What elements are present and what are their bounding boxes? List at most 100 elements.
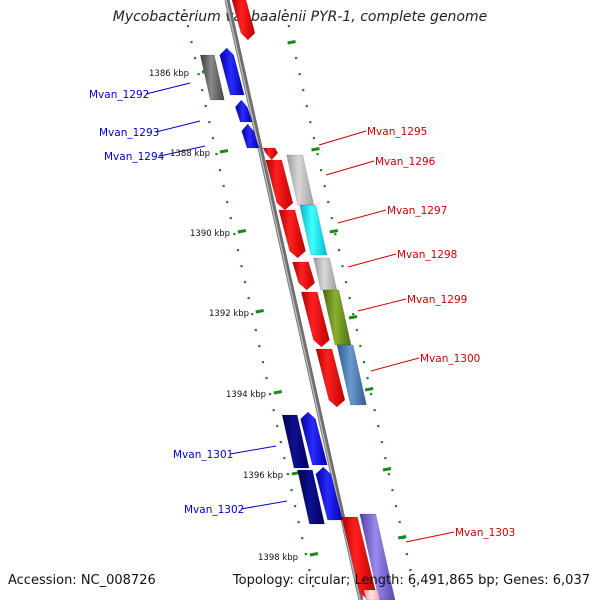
gene-arrow-forward — [235, 99, 253, 123]
label-connectors — [145, 82, 455, 543]
tick-label: 1394 kbp — [226, 390, 266, 400]
ruler-dot — [297, 521, 300, 524]
label-connector — [155, 120, 201, 133]
ruler-dot — [334, 233, 337, 236]
ruler-dot — [261, 361, 265, 364]
ruler-dot — [305, 105, 308, 108]
ruler-dot — [298, 73, 301, 76]
gene-label-mvan-1297[interactable]: Mvan_1297 — [387, 205, 447, 217]
tick-label: 1386 kbp — [149, 69, 189, 79]
ruler-dot — [193, 57, 197, 60]
gene-label-mvan-1301[interactable]: Mvan_1301 — [173, 449, 233, 461]
ruler-dots — [183, 9, 416, 588]
ruler-dot — [272, 409, 275, 412]
ruler-dot — [387, 473, 391, 476]
gene-label-mvan-1296[interactable]: Mvan_1296 — [375, 156, 436, 168]
ruler-dot — [208, 121, 211, 124]
major-tick — [311, 147, 320, 152]
gene-arrow-reverse — [292, 261, 316, 291]
gene-arrow-forward — [315, 466, 343, 521]
ruler-dot — [398, 521, 401, 524]
gene-arrow-reverse — [262, 147, 279, 161]
genome-backbone-highlight — [225, 0, 361, 600]
ruler-dot — [290, 489, 293, 492]
ruler-dot — [355, 329, 358, 332]
gene-label-mvan-1295[interactable]: Mvan_1295 — [367, 126, 427, 138]
ruler-dot — [308, 569, 311, 572]
label-connector — [159, 145, 206, 157]
ruler-dot — [348, 297, 351, 300]
gene-label-mvan-1294[interactable]: Mvan_1294 — [104, 151, 165, 163]
gene-label-mvan-1298[interactable]: Mvan_1298 — [397, 249, 457, 261]
gene-label-mvan-1292[interactable]: Mvan_1292 — [89, 89, 149, 101]
ruler-dot — [197, 73, 200, 76]
major-tick — [219, 149, 229, 154]
label-connector — [325, 160, 375, 176]
ruler-dot — [362, 361, 366, 364]
ruler-dot — [218, 169, 222, 172]
gene-arrow-forward — [219, 47, 245, 96]
gene-cog-box — [336, 344, 367, 406]
gene-cog-box — [281, 414, 310, 469]
ruler-dot — [312, 137, 316, 140]
ruler-dot — [236, 249, 240, 252]
ruler-dot — [301, 537, 304, 540]
gene-cog-box — [297, 469, 325, 525]
ruler-dot — [201, 89, 204, 92]
gene-label-mvan-1293[interactable]: Mvan_1293 — [99, 127, 159, 139]
ruler-dot — [352, 313, 355, 316]
ruler-dot — [294, 57, 298, 60]
gene-cog-box — [299, 204, 328, 256]
ruler-dot — [311, 585, 315, 588]
tick-label: 1388 kbp — [170, 149, 210, 159]
gene-track — [199, 0, 396, 600]
ruler-dot — [366, 377, 369, 380]
label-connector — [318, 130, 367, 146]
ruler-dot — [268, 393, 272, 396]
genome-summary-text: Topology: circular; Length: 6,491,865 bp… — [232, 573, 590, 588]
label-connector — [240, 500, 288, 510]
label-connector — [347, 253, 397, 268]
major-tick — [397, 535, 407, 540]
label-connector — [405, 531, 455, 543]
ruler-dot — [330, 217, 333, 220]
tick-label: 1398 kbp — [258, 553, 298, 563]
ruler-dot — [283, 457, 286, 460]
ruler-dot — [229, 217, 232, 220]
major-tick — [255, 309, 264, 314]
gene-label-mvan-1300[interactable]: Mvan_1300 — [420, 353, 480, 365]
ruler-dot — [286, 473, 290, 476]
major-tick — [237, 229, 247, 234]
major-tick — [329, 229, 339, 234]
gene-arrow-reverse — [300, 291, 330, 348]
ruler-dot — [254, 329, 257, 332]
label-connector — [229, 445, 277, 455]
ruler-dot — [258, 345, 261, 348]
gene-label-mvan-1302[interactable]: Mvan_1302 — [184, 504, 244, 516]
ruler-dot — [391, 489, 394, 492]
ruler-dot — [380, 441, 383, 444]
ruler-dot — [395, 505, 398, 508]
ruler-dot — [215, 153, 218, 156]
gene-label-mvan-1299[interactable]: Mvan_1299 — [407, 294, 467, 306]
ruler-dot — [186, 25, 190, 28]
ruler-dot — [369, 393, 373, 396]
tick-label: 1396 kbp — [243, 471, 283, 481]
gene-cog-box — [363, 589, 381, 600]
gene-label-mvan-1303[interactable]: Mvan_1303 — [455, 527, 515, 539]
ruler-dot — [327, 201, 330, 204]
ruler-dot — [287, 25, 291, 28]
ruler-dot — [204, 105, 207, 108]
ruler-dot — [233, 233, 236, 236]
ruler-dot — [302, 89, 305, 92]
ruler-dot — [319, 169, 323, 172]
gene-arrow-forward — [300, 411, 328, 466]
gene-arrow-forward — [241, 123, 260, 149]
ruler-dot — [183, 9, 186, 12]
major-tick — [309, 552, 319, 557]
gene-arrow-reverse — [265, 159, 294, 211]
ruler-dot — [247, 297, 250, 300]
label-connector — [357, 298, 407, 312]
ruler-dot — [359, 345, 362, 348]
